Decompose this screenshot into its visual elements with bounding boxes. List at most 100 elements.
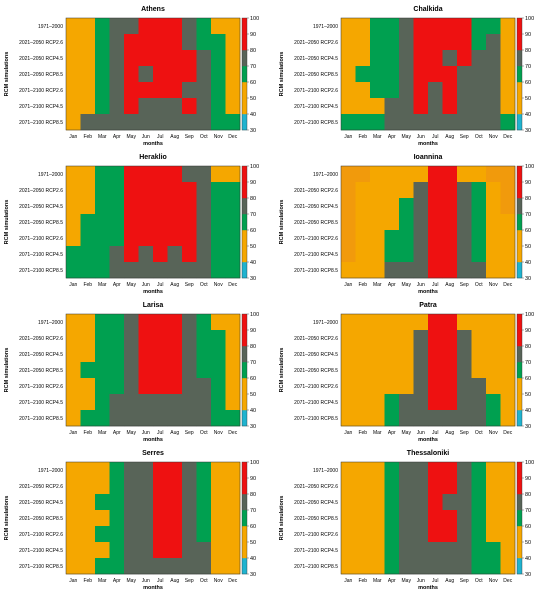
- colorbar-frame: [241, 17, 248, 131]
- heatmap-cell: [80, 66, 96, 83]
- heatmap-cell: [153, 34, 168, 51]
- heatmap-cell: [95, 478, 110, 495]
- heatmap-cell: [167, 410, 183, 427]
- heatmap-cell: [167, 262, 183, 279]
- x-tick-label: Jan: [344, 134, 352, 140]
- heatmap-cell: [80, 394, 96, 411]
- heatmap-cell: [138, 542, 154, 559]
- heatmap-cell: [95, 346, 110, 363]
- heatmap-cell: [486, 558, 501, 575]
- heatmap-cell: [225, 182, 241, 199]
- heatmap-cell: [413, 558, 429, 575]
- heatmap-cell: [428, 478, 443, 495]
- colorbar-tick-label: 80: [525, 48, 531, 54]
- heatmap-cell: [211, 198, 226, 215]
- heatmap-cell: [384, 394, 400, 411]
- heatmap-cell: [355, 558, 371, 575]
- heatmap-cell: [66, 542, 81, 559]
- x-tick-label: Mar: [373, 282, 382, 288]
- heatmap-cell: [500, 346, 516, 363]
- x-tick-label: Mar: [373, 578, 382, 584]
- y-axis-title: RCM simulations: [4, 200, 10, 245]
- colorbar-tick-label: 30: [525, 276, 531, 282]
- heatmap-cell: [167, 166, 183, 183]
- heatmap-cell: [66, 494, 81, 511]
- heatmap-cell: [399, 462, 414, 479]
- heatmap-cell: [138, 66, 154, 83]
- heatmap-cell: [196, 34, 212, 51]
- heatmap-cell: [370, 50, 385, 67]
- heatmap-cell: [486, 18, 501, 35]
- heatmap-cell: [66, 198, 81, 215]
- heatmap-cell: [109, 50, 125, 67]
- heatmap-cell: [153, 462, 168, 479]
- heatmap-cell: [182, 182, 197, 199]
- heatmap-cell: [442, 214, 458, 231]
- colorbar-segment: [242, 34, 247, 51]
- x-tick-label: Dec: [228, 134, 237, 140]
- heatmap-cell: [355, 262, 371, 279]
- heatmap-cell: [384, 34, 400, 51]
- heatmap-cell: [196, 378, 212, 395]
- heatmap-cell: [182, 34, 197, 51]
- heatmap-cell: [413, 214, 429, 231]
- heatmap-cell: [211, 18, 226, 35]
- colorbar-tick-label: 70: [250, 212, 256, 218]
- colorbar-segment: [242, 182, 247, 199]
- heatmap-cell: [124, 114, 139, 131]
- heatmap-cell: [109, 230, 125, 247]
- panel-athens: Athens 1971–2000 2021–2050 RCP2.6 2021–2050…: [4, 6, 259, 147]
- heatmap-cell: [413, 394, 429, 411]
- row-label: 2021–2050 RCP8.5: [19, 516, 63, 522]
- colorbar-tick-label: 40: [525, 260, 531, 266]
- heatmap-cell: [428, 66, 443, 83]
- colorbar-tick-label: 70: [525, 508, 531, 514]
- x-tick-label: Jul: [432, 282, 438, 288]
- heatmap-cell: [486, 166, 501, 183]
- heatmap-cell: [428, 50, 443, 67]
- colorbar-segment: [242, 410, 247, 427]
- heatmap-cell: [138, 34, 154, 51]
- heatmap-cell: [500, 526, 516, 543]
- heatmap-cell: [500, 378, 516, 395]
- heatmap-cell: [109, 362, 125, 379]
- heatmap-cell: [95, 542, 110, 559]
- heatmap-cell: [225, 166, 241, 183]
- heatmap-cell: [471, 314, 487, 331]
- x-tick-label: Jun: [142, 282, 150, 288]
- heatmap-cell: [95, 558, 110, 575]
- heatmap-cell: [138, 394, 154, 411]
- heatmap-cell: [384, 526, 400, 543]
- heatmap-cell: [225, 262, 241, 279]
- heatmap-cell: [457, 214, 472, 231]
- x-tick-label: Sep: [460, 282, 469, 288]
- heatmap-cell: [66, 394, 81, 411]
- heatmap-cell: [95, 378, 110, 395]
- heatmap-cell: [225, 98, 241, 115]
- x-tick-label: Feb: [358, 430, 367, 436]
- heatmap-cell: [167, 34, 183, 51]
- heatmap-cell: [355, 462, 371, 479]
- heatmap-cell: [471, 214, 487, 231]
- heatmap-cell: [442, 510, 458, 527]
- heatmap-cell: [225, 362, 241, 379]
- heatmap-cell: [370, 526, 385, 543]
- heatmap-cell: [80, 214, 96, 231]
- row-label: 2071–2100 RCP4.5: [19, 104, 63, 110]
- heatmap-cell: [370, 478, 385, 495]
- x-tick-label: May: [402, 430, 412, 436]
- heatmap-cell: [500, 230, 516, 247]
- heatmap-cell: [384, 330, 400, 347]
- colorbar-tick-label: 100: [250, 312, 259, 318]
- heatmap-cell: [413, 82, 429, 99]
- heatmap-cell: [153, 542, 168, 559]
- heatmap-cell: [66, 330, 81, 347]
- heatmap-cell: [384, 262, 400, 279]
- heatmap-cell: [399, 166, 414, 183]
- colorbar-frame: [241, 165, 248, 279]
- row-label: 2071–2100 RCP2.6: [294, 384, 338, 390]
- heatmap-cell: [471, 182, 487, 199]
- heatmap-cell: [399, 50, 414, 67]
- heatmap-cell: [196, 494, 212, 511]
- plot-frame: [65, 313, 241, 427]
